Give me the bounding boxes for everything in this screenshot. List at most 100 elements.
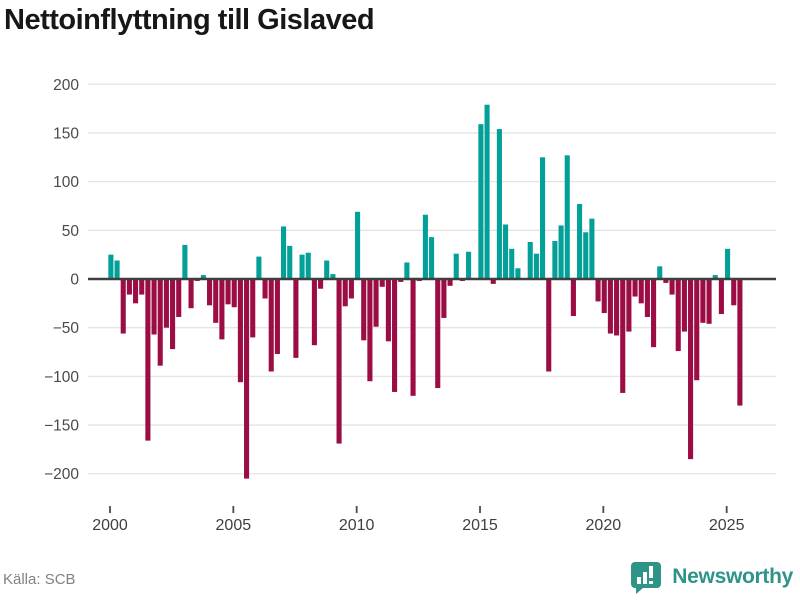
bar	[200, 275, 206, 279]
bar	[669, 279, 675, 295]
bar	[725, 248, 731, 279]
bar	[422, 214, 428, 279]
bar	[706, 279, 712, 324]
bar	[348, 279, 354, 299]
bar	[675, 279, 681, 352]
y-tick-label: −50	[53, 320, 80, 337]
bar	[484, 104, 490, 280]
bar	[108, 254, 114, 279]
bar	[595, 279, 601, 302]
bar	[330, 274, 336, 279]
bar	[231, 279, 237, 308]
bar	[466, 251, 472, 279]
y-tick-label: 50	[62, 223, 80, 240]
bar	[367, 279, 373, 382]
page-title: Nettoinflyttning till Gislaved	[4, 4, 375, 36]
bar	[114, 260, 120, 279]
bar	[429, 237, 435, 279]
x-tick-label: 2020	[586, 517, 622, 534]
bar	[287, 245, 293, 279]
bar	[632, 279, 638, 297]
bar	[293, 279, 299, 358]
bar	[244, 279, 250, 479]
bar	[139, 279, 145, 295]
newsworthy-logo[interactable]: Newsworthy	[629, 560, 793, 594]
bar	[540, 157, 546, 279]
y-tick-label: 100	[53, 174, 79, 191]
bar	[681, 279, 687, 332]
bar	[262, 279, 268, 299]
bar	[237, 279, 243, 383]
bar-chart-speech-bubble-icon	[631, 562, 662, 594]
bar	[509, 248, 515, 279]
x-tick-label: 2025	[709, 517, 745, 534]
bar	[250, 279, 256, 338]
x-tick-label: 2015	[462, 517, 498, 534]
bar	[694, 279, 700, 381]
bar	[361, 279, 367, 341]
bar	[490, 279, 496, 284]
bar	[533, 253, 539, 279]
bar	[688, 279, 694, 460]
bar	[281, 226, 287, 279]
bar	[589, 218, 595, 279]
bar	[176, 279, 182, 317]
bar	[170, 279, 176, 350]
bar	[700, 279, 706, 323]
bar	[404, 262, 410, 279]
x-tick-label: 2000	[92, 517, 128, 534]
bar	[398, 279, 404, 282]
bar	[188, 279, 194, 309]
bar	[447, 279, 453, 286]
bar	[527, 242, 533, 279]
bar	[515, 268, 521, 279]
bar	[299, 254, 305, 279]
bar	[311, 279, 317, 346]
bar	[607, 279, 613, 334]
bar	[392, 279, 398, 392]
bar	[305, 252, 311, 279]
bar	[644, 279, 650, 317]
bar	[496, 129, 502, 279]
bar	[385, 279, 391, 342]
bar	[133, 279, 139, 304]
bar	[182, 244, 188, 279]
bar	[651, 279, 657, 348]
bar	[342, 279, 348, 307]
bar	[570, 279, 576, 316]
y-axis: 200 150 100 50 0 −50 −100 −150 −200	[44, 77, 79, 483]
bar	[626, 279, 632, 332]
bar	[157, 279, 163, 366]
bar	[712, 275, 718, 279]
bar	[577, 204, 583, 279]
bar	[355, 211, 361, 279]
bar	[213, 279, 219, 323]
bar	[453, 253, 459, 279]
y-tick-label: −100	[44, 369, 79, 386]
newsworthy-wordmark: Newsworthy	[672, 565, 793, 588]
bar	[620, 279, 626, 393]
bar	[583, 232, 589, 279]
bar	[126, 279, 132, 295]
bar	[207, 279, 213, 306]
bar	[441, 279, 447, 318]
bar	[163, 279, 169, 328]
bar	[546, 279, 552, 372]
x-axis: 2000 2005 2010 2015 2020 2025	[92, 506, 745, 534]
bar	[503, 224, 509, 279]
bar	[256, 256, 262, 279]
bar	[614, 279, 620, 336]
bar	[336, 279, 342, 444]
bar	[731, 279, 737, 306]
bar	[373, 279, 379, 327]
bar	[410, 279, 416, 396]
bar	[552, 241, 558, 279]
bar	[274, 279, 280, 354]
bar	[151, 279, 157, 335]
y-tick-label: −200	[44, 466, 79, 483]
bar	[318, 279, 324, 289]
y-tick-label: 200	[53, 77, 79, 94]
y-tick-label: 0	[70, 272, 79, 289]
bar	[268, 279, 274, 372]
bar	[558, 225, 564, 279]
